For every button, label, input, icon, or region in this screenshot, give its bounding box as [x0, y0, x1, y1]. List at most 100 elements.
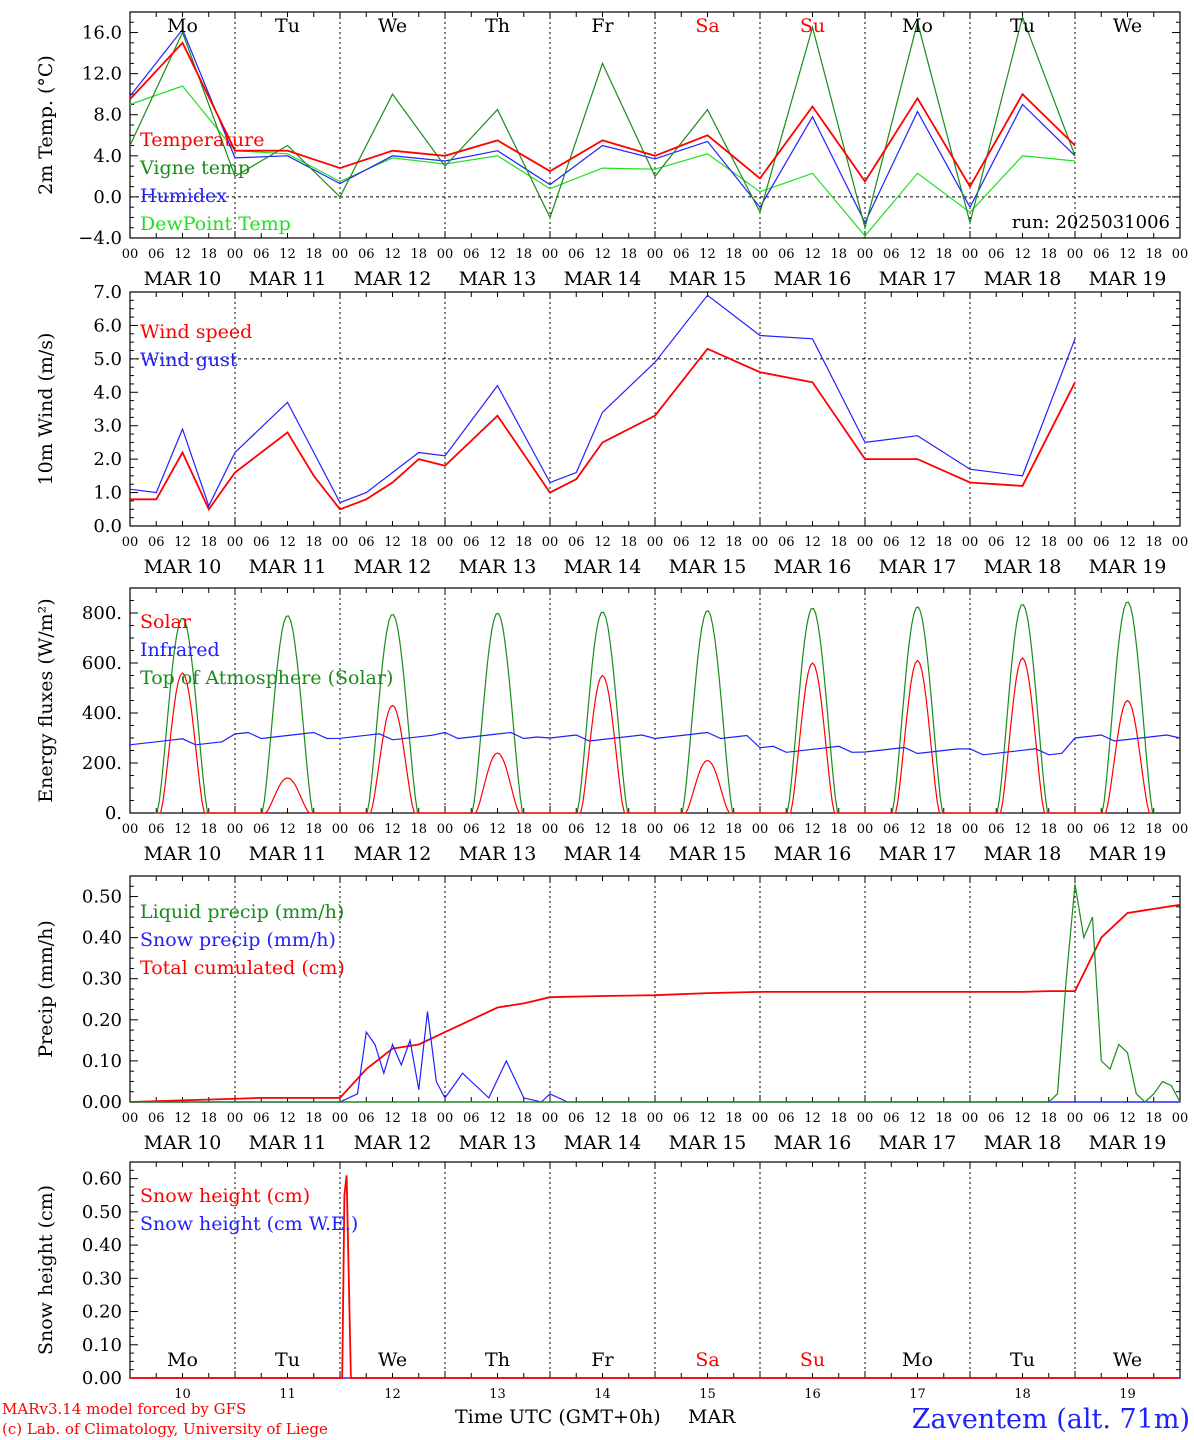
date-label: MAR 16 [774, 1132, 852, 1154]
date-label: MAR 12 [354, 556, 432, 578]
hour-tick-label: 06 [463, 1111, 480, 1126]
hour-tick-label: 00 [1067, 247, 1084, 262]
day-number-label: 19 [1119, 1387, 1136, 1402]
hour-tick-label: 12 [1014, 822, 1031, 837]
date-label: MAR 17 [879, 556, 957, 578]
hour-tick-label: 18 [305, 1111, 322, 1126]
date-label: MAR 11 [249, 268, 327, 290]
hour-tick-label: 06 [1093, 1111, 1110, 1126]
y-tick-label: 0.50 [82, 1202, 122, 1223]
legend-entry: Humidex [140, 185, 227, 207]
y-tick-label: 0.30 [82, 1268, 122, 1289]
weekday-label: Sa [695, 1349, 719, 1371]
date-label: MAR 12 [354, 268, 432, 290]
y-axis-label: Snow height (cm) [35, 1185, 57, 1355]
hour-tick-label: 00 [227, 535, 244, 550]
hour-tick-label: 12 [279, 1111, 296, 1126]
hour-tick-label: 00 [227, 1111, 244, 1126]
hour-tick-label: 00 [332, 535, 349, 550]
date-label: MAR 10 [144, 556, 222, 578]
hour-tick-label: 00 [647, 247, 664, 262]
day-number-label: 12 [384, 1387, 401, 1402]
date-label: MAR 18 [984, 268, 1062, 290]
hour-tick-label: 06 [673, 1111, 690, 1126]
legend-entry: Temperature [140, 129, 264, 151]
date-label: MAR 16 [774, 843, 852, 865]
hour-tick-label: 00 [122, 535, 139, 550]
panels: −4.0 0.0 4.0 8.0 12.0 16.0 2m Temp. (°C) Temper… [35, 11, 1189, 1402]
hour-tick-label: 18 [410, 247, 427, 262]
hour-tick-label: 12 [594, 535, 611, 550]
hour-tick-label: 18 [725, 535, 742, 550]
y-tick-label: 0.20 [82, 1010, 122, 1031]
date-label: MAR 12 [354, 1132, 432, 1154]
series-line-solar [158, 657, 1152, 814]
day-number-label: 16 [804, 1387, 821, 1402]
y-tick-label: 600. [82, 653, 122, 674]
date-label: MAR 15 [669, 843, 747, 865]
series-line-dewpoint-temp [129, 85, 1076, 237]
series-line-vigne-temp [129, 15, 1076, 231]
lab-credit: (c) Lab. of Climatology, University of L… [2, 1420, 328, 1438]
hour-tick-label: 18 [200, 535, 217, 550]
hour-tick-label: 00 [962, 535, 979, 550]
weekday-label: Sa [695, 15, 719, 37]
hour-tick-label: 06 [883, 535, 900, 550]
hour-tick-label: 06 [253, 1111, 270, 1126]
y-tick-label: 3.0 [93, 416, 122, 437]
station-name: Zaventem (alt. 71m) [912, 1404, 1190, 1435]
hour-tick-label: 12 [174, 247, 191, 262]
hour-tick-label: 06 [778, 1111, 795, 1126]
hour-tick-label: 06 [883, 1111, 900, 1126]
hour-tick-label: 18 [935, 822, 952, 837]
hour-tick-label: 18 [410, 822, 427, 837]
weekday-label: Fr [591, 1349, 614, 1371]
hour-tick-label: 06 [988, 535, 1005, 550]
hour-tick-label: 06 [1093, 822, 1110, 837]
hour-tick-label: 18 [620, 1111, 637, 1126]
hour-tick-label: 12 [384, 247, 401, 262]
y-tick-label: 0.30 [82, 969, 122, 990]
date-label: MAR 16 [774, 268, 852, 290]
legend-entry: Solar [140, 611, 192, 633]
panel-2: 0.0 1.0 2.0 3.0 4.0 5.0 6.0 7.0 10m Wind (m/s) Wi… [35, 282, 1188, 578]
hour-tick-label: 12 [279, 247, 296, 262]
hour-tick-label: 00 [542, 1111, 559, 1126]
legend-entry: DewPoint Temp [140, 213, 291, 235]
hour-tick-label: 18 [725, 247, 742, 262]
date-label: MAR 17 [879, 268, 957, 290]
date-label: MAR 17 [879, 1132, 957, 1154]
hour-tick-label: 12 [279, 535, 296, 550]
y-axis-label: 2m Temp. (°C) [35, 55, 57, 195]
weekday-label: We [1113, 15, 1142, 37]
hour-tick-label: 18 [935, 247, 952, 262]
hour-tick-label: 06 [1093, 247, 1110, 262]
legend-entry: Vigne temp [139, 157, 250, 179]
series-line-humidex [129, 28, 1076, 224]
panel-1: −4.0 0.0 4.0 8.0 12.0 16.0 2m Temp. (°C) Temper… [35, 11, 1189, 290]
hour-tick-label: 06 [148, 535, 165, 550]
weekday-label: Mo [167, 15, 198, 37]
hour-tick-label: 12 [1119, 1111, 1136, 1126]
y-tick-label: 1.0 [93, 483, 122, 504]
hour-tick-label: 12 [594, 247, 611, 262]
y-tick-label: 8.0 [93, 105, 122, 126]
hour-tick-label: 18 [620, 247, 637, 262]
hour-tick-label: 00 [857, 535, 874, 550]
hour-tick-label: 18 [620, 535, 637, 550]
hour-tick-label: 00 [752, 1111, 769, 1126]
hour-tick-label: 18 [1040, 247, 1057, 262]
plot-frame [129, 11, 1181, 239]
hour-tick-label: 00 [962, 247, 979, 262]
hour-tick-label: 06 [358, 535, 375, 550]
date-label: MAR 11 [249, 1132, 327, 1154]
hour-tick-label: 00 [122, 822, 139, 837]
hour-tick-label: 06 [148, 247, 165, 262]
day-number-label: 11 [279, 1387, 296, 1402]
hour-tick-label: 12 [699, 1111, 716, 1126]
hour-tick-label: 12 [384, 1111, 401, 1126]
series-line-wind-gust [129, 294, 1076, 508]
hour-tick-label: 00 [1172, 247, 1189, 262]
hour-tick-label: 12 [909, 822, 926, 837]
